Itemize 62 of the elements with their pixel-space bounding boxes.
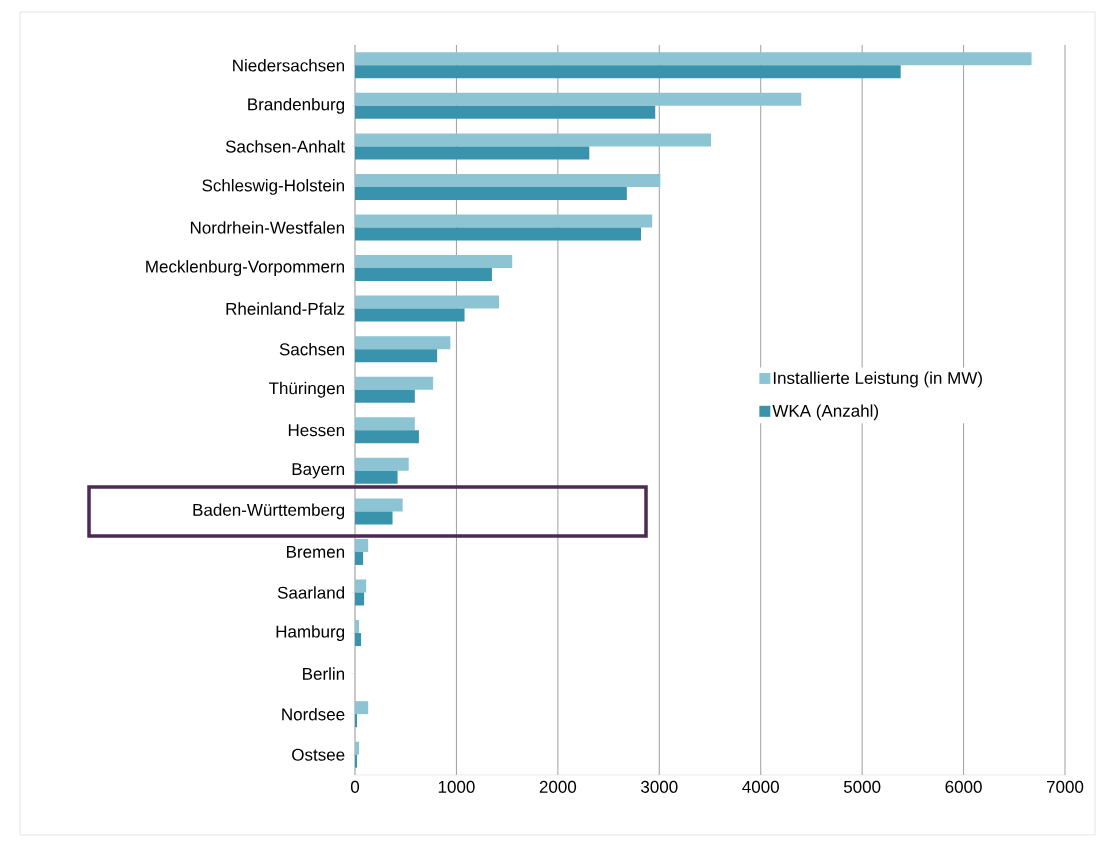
bar	[355, 105, 656, 119]
bar	[355, 498, 403, 512]
bar	[355, 551, 364, 565]
x-tick-label: 2000	[539, 780, 577, 793]
bar	[355, 65, 901, 79]
y-tick-label: Saarland	[277, 586, 345, 599]
bar	[355, 470, 398, 484]
bar	[355, 336, 451, 350]
bar	[355, 538, 369, 552]
bar	[355, 430, 419, 444]
bar	[355, 268, 492, 282]
y-tick-label: Ostsee	[292, 748, 345, 761]
y-tick-label: Thüringen	[268, 381, 345, 398]
y-tick-label: Bayern	[292, 463, 345, 479]
bar	[355, 186, 627, 200]
x-tick-label: 3000	[641, 780, 678, 793]
y-tick-label: Hessen	[288, 424, 345, 437]
bar	[355, 255, 513, 269]
bar	[355, 417, 415, 431]
legend-label: WKA (Anzahl)	[772, 404, 879, 421]
x-tick-label: 6000	[945, 780, 982, 793]
bar	[355, 579, 367, 593]
y-tick-label: Sachsen-Anhalt	[225, 140, 345, 153]
bar	[355, 633, 362, 647]
y-tick-label: Rheinland-Pfalz	[226, 302, 345, 315]
bar	[355, 52, 1032, 66]
y-tick-label: Sachsen	[279, 342, 345, 356]
bar	[355, 308, 465, 322]
bar	[355, 701, 369, 715]
x-tick-label: 5000	[843, 780, 881, 793]
y-tick-label: Niedersachsen	[233, 59, 345, 72]
bar	[355, 741, 360, 755]
bar	[355, 227, 642, 241]
x-tick-label: 0	[350, 780, 360, 793]
bar	[355, 92, 802, 106]
bar	[355, 457, 409, 471]
y-tick-label: Mecklenburg-Vorpommern	[146, 260, 344, 276]
y-tick-label: Bremen	[287, 546, 345, 558]
bar	[355, 754, 358, 768]
bar	[355, 376, 434, 390]
bar	[355, 173, 661, 187]
bar	[355, 620, 360, 634]
y-tick-label: Nordrhein-Westfalen	[190, 221, 345, 234]
bar	[355, 389, 415, 403]
bar	[355, 511, 393, 525]
bar	[355, 714, 358, 728]
y-tick-label: Berlin	[303, 667, 345, 680]
x-tick-label: 7000	[1046, 780, 1084, 793]
x-tick-label: 1000	[438, 780, 475, 793]
y-tick-label: Baden-Württemberg	[193, 503, 345, 520]
legend-label: Installierte Leistung (in MW)	[773, 371, 982, 388]
bar	[355, 295, 500, 309]
y-tick-label: Brandenburg	[248, 97, 345, 114]
y-tick-label: Schleswig-Holstein	[202, 179, 344, 195]
y-tick-label: Hamburg	[276, 625, 345, 641]
bar	[355, 133, 712, 147]
bar	[355, 146, 590, 160]
bar	[355, 349, 438, 363]
y-tick-label: Nordsee	[282, 707, 345, 721]
bar	[355, 592, 365, 606]
bar	[355, 214, 653, 228]
x-tick-label: 4000	[742, 780, 779, 793]
